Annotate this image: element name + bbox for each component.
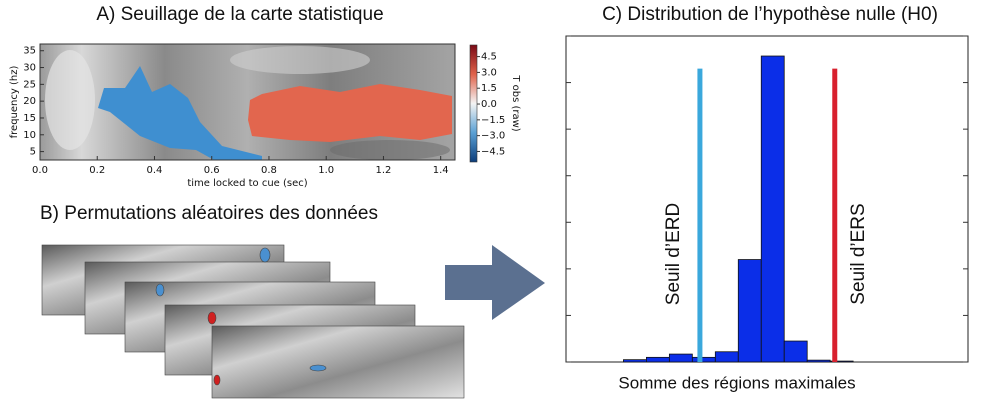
colorbar-tick-label: −1.5 — [481, 115, 505, 126]
x-tick-label: 1.4 — [433, 165, 449, 176]
heatmap-image — [40, 44, 455, 160]
colorbar-tick-label: 0.0 — [481, 99, 497, 110]
bar — [691, 356, 716, 363]
colorbar-tick-label: −4.5 — [481, 146, 505, 157]
bar — [806, 359, 831, 363]
x-tick-label: 0.4 — [147, 165, 163, 176]
panel-title: C) Distribution de l’hypothèse nulle (H0… — [602, 4, 938, 25]
colorbar — [469, 44, 478, 163]
plot-frame — [39, 43, 456, 161]
bar — [737, 259, 762, 363]
x-tick-label: 1.2 — [375, 165, 391, 176]
y-tick-label: 15 — [23, 113, 36, 124]
colorbar-tick-label: 3.0 — [481, 67, 497, 78]
bar — [783, 340, 808, 363]
y-tick-label: 35 — [23, 46, 36, 57]
arrow — [445, 245, 545, 320]
x-tick-label: 0.8 — [261, 165, 277, 176]
panel-title: A) Seuillage de la carte statistique — [96, 4, 383, 25]
x-tick-label: 1.0 — [318, 165, 334, 176]
bar — [668, 353, 693, 363]
threshold-label: Seuil d’ERS — [848, 203, 869, 304]
colorbar-label: T obs (raw) — [510, 74, 521, 131]
bar — [623, 359, 647, 363]
x-tick-label: 0.6 — [204, 165, 220, 176]
x-tick-label: 0.2 — [89, 165, 105, 176]
permutation-images — [41, 244, 465, 399]
y-tick-label: 10 — [23, 130, 36, 141]
colorbar-tick-label: 4.5 — [481, 52, 497, 63]
y-tick-label: 20 — [23, 96, 36, 107]
y-tick-label: 5 — [30, 147, 36, 158]
panel-title: B) Permutations aléatoires des données — [40, 203, 378, 224]
y-axis-label: frequency (hz) — [9, 66, 20, 139]
bar — [829, 360, 854, 363]
bar — [760, 55, 785, 363]
colorbar-tick-label: 1.5 — [481, 83, 497, 94]
x-axis-label: Somme des régions maximales — [618, 373, 855, 392]
x-tick-label: 0.0 — [32, 165, 48, 176]
threshold-label: Seuil d’ERD — [663, 203, 684, 305]
colorbar-tick-label: −3.0 — [481, 131, 505, 142]
bar — [646, 356, 670, 363]
y-tick-label: 25 — [23, 79, 36, 90]
bar — [714, 351, 739, 363]
x-axis-label: time locked to cue (sec) — [187, 178, 307, 189]
y-tick-label: 30 — [23, 63, 36, 74]
